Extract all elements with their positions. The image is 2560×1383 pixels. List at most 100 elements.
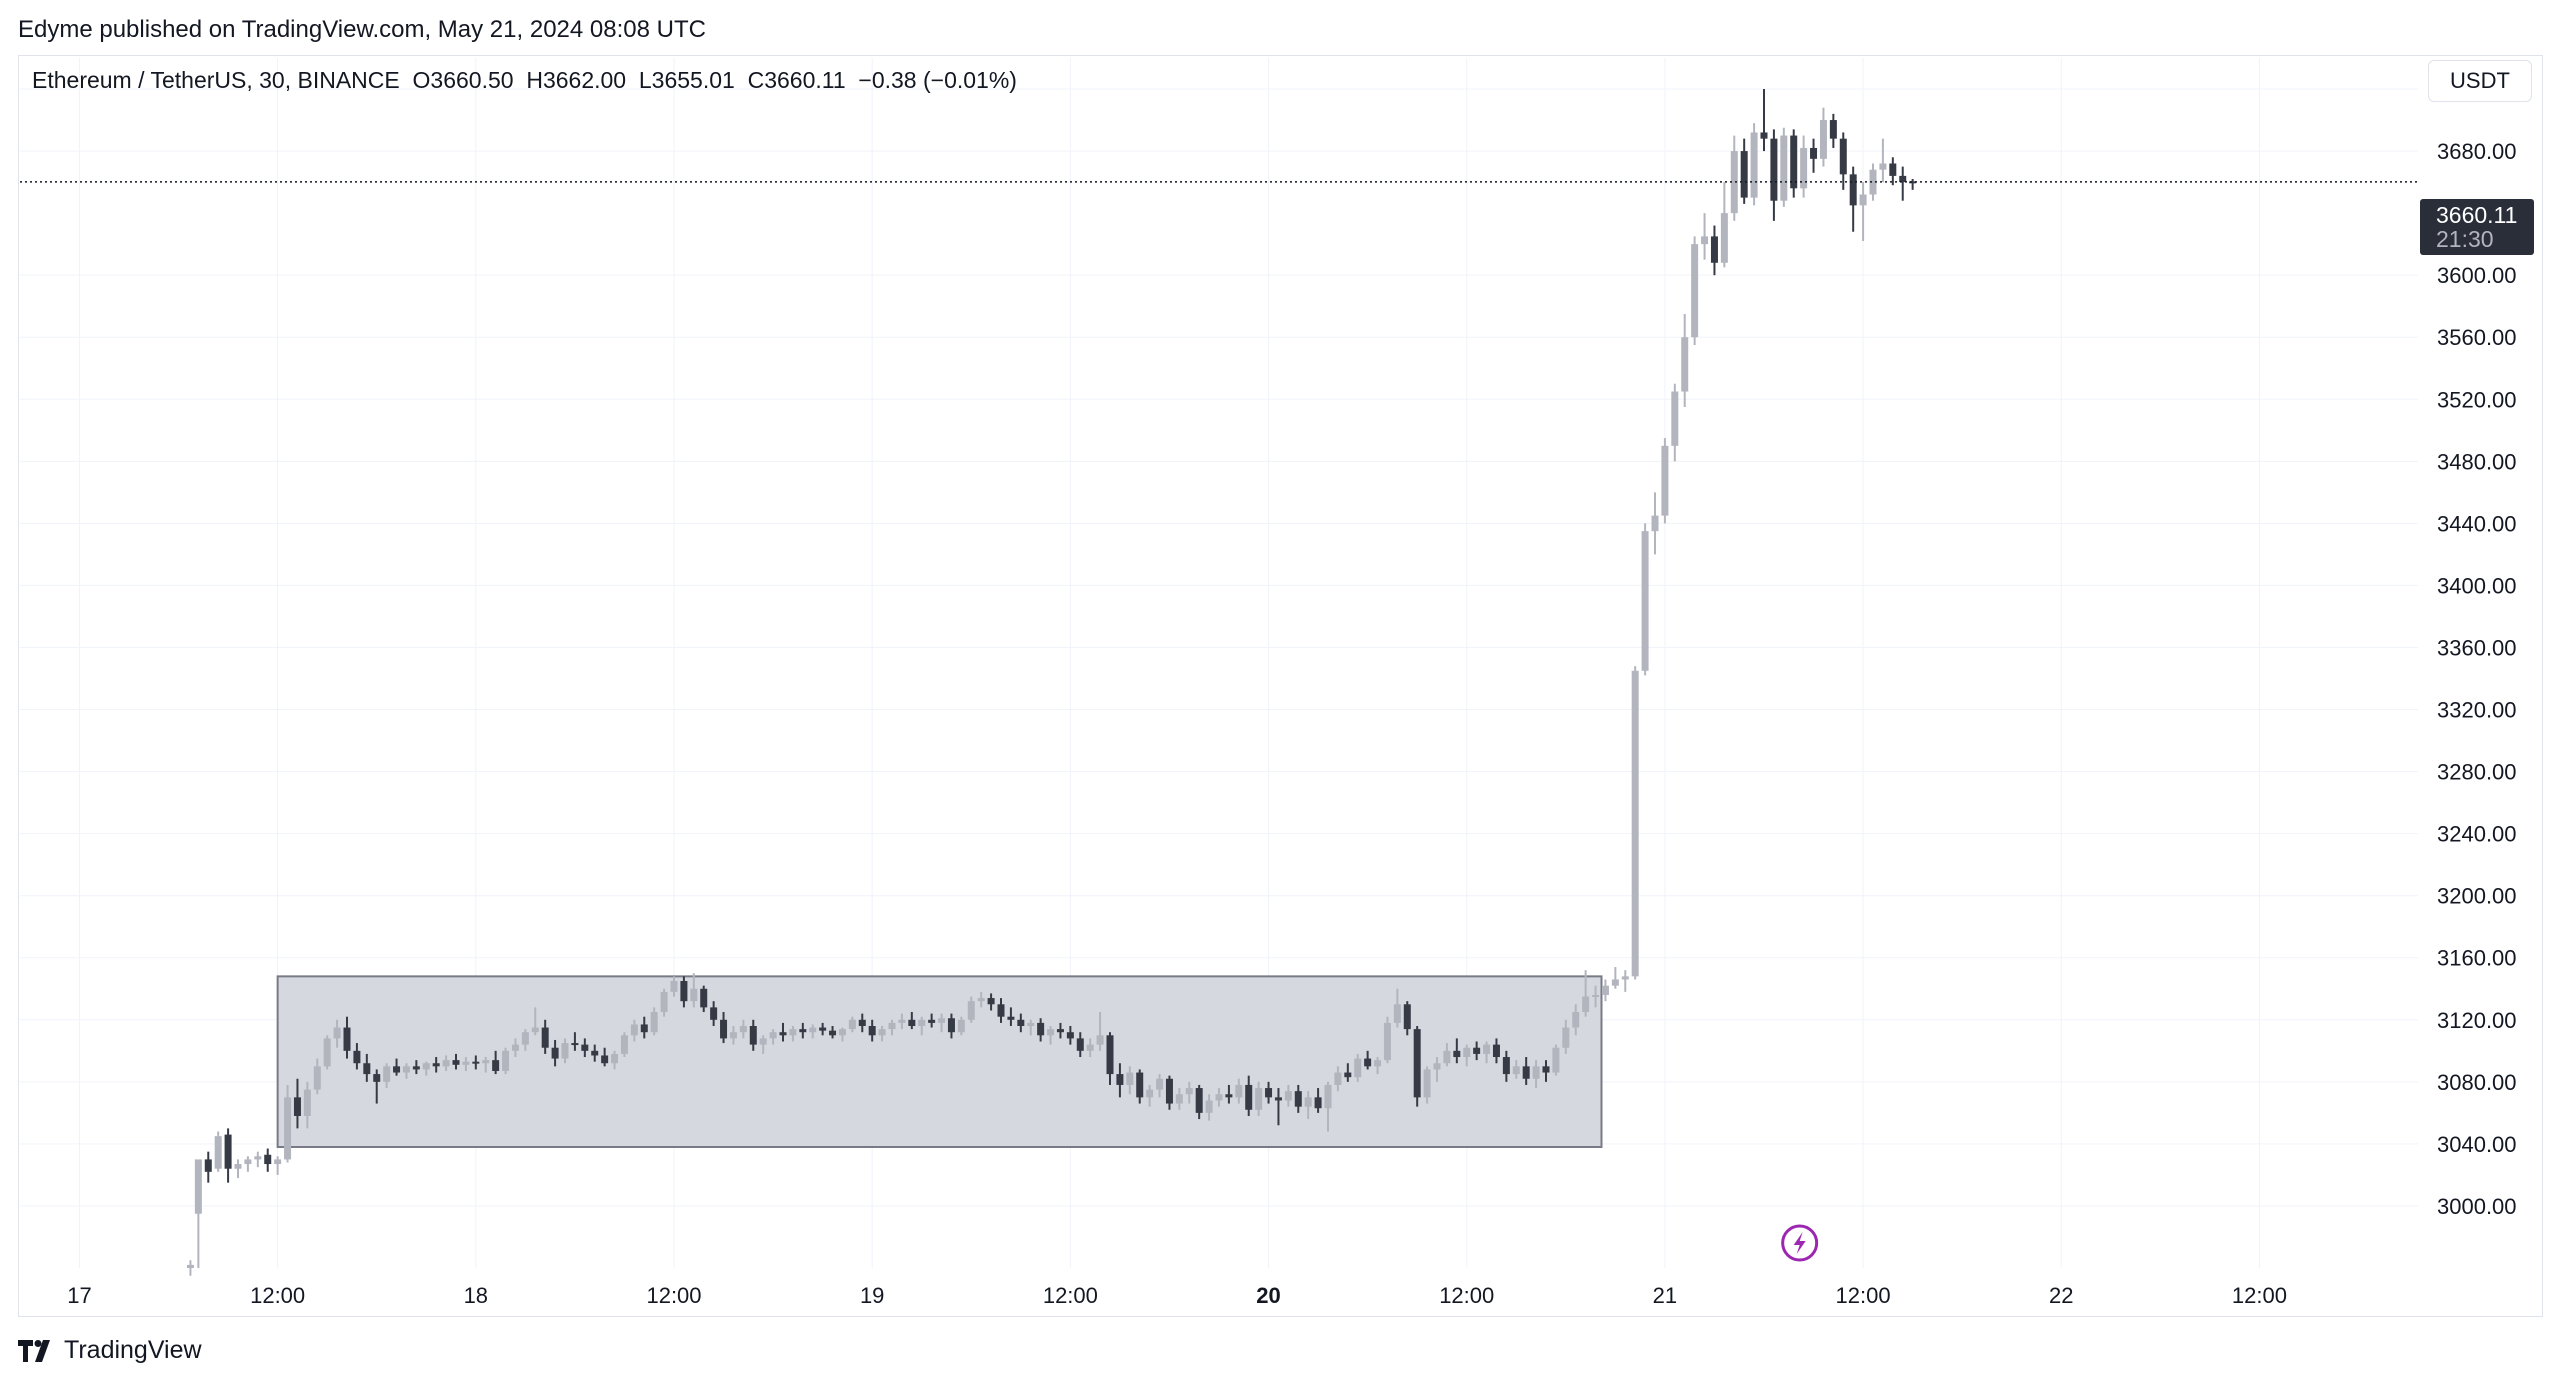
candle [1433,1057,1441,1082]
candle [1720,182,1728,268]
candle-body [1106,1035,1114,1075]
candle [581,1038,589,1058]
candle-body [1136,1072,1144,1098]
x-tick-label: 12:00 [250,1283,305,1308]
candle [729,1026,737,1045]
candle [680,976,688,1008]
candle [601,1047,609,1067]
y-tick-label: 3520.00 [2437,387,2517,412]
last-price-label: 3660.11 21:30 [2420,199,2534,255]
candle [1710,225,1718,276]
candle-body [700,988,708,1008]
candle [1235,1078,1243,1104]
candle [630,1019,638,1042]
candle-body [373,1074,381,1082]
y-tick-label: 3120.00 [2437,1008,2517,1033]
candle-body [1017,1019,1025,1026]
y-tick-label: 3240.00 [2437,822,2517,847]
candle [1334,1066,1342,1092]
candle-body [482,1060,490,1064]
candle-body [1374,1060,1382,1067]
tradingview-logo-icon [18,1339,50,1362]
candle-body [799,1029,807,1033]
candle [1532,1060,1540,1089]
candle-body [1175,1094,1183,1104]
candle-body [789,1029,797,1036]
candle [1829,113,1837,148]
candle-body [620,1035,628,1054]
candle [1076,1032,1084,1058]
x-tick-label: 22 [2049,1283,2073,1308]
candle-body [928,1019,936,1023]
candle [1740,138,1748,204]
candle [442,1055,450,1071]
candle [214,1131,222,1172]
candle-body [720,1019,728,1039]
x-tick-label: 12:00 [1836,1283,1891,1308]
candle-body [1641,531,1649,671]
candle [373,1069,381,1104]
candle [1671,383,1679,462]
candle-body [521,1032,529,1045]
candle-body [660,991,668,1013]
candle [1126,1066,1134,1095]
candle-body [502,1050,510,1071]
candle-body [571,1043,579,1046]
candle [1780,127,1788,207]
candle-body [670,981,678,992]
candle [1255,1081,1263,1116]
lightning-event-icon[interactable] [1781,1224,1819,1262]
candle [1770,129,1778,221]
currency-button[interactable]: USDT [2428,60,2532,102]
candle-body [809,1027,817,1033]
candle [1651,492,1659,555]
candle-body [1909,181,1917,184]
candle [997,998,1005,1023]
candle-body [947,1018,955,1033]
candle [383,1063,391,1089]
candle [759,1035,767,1054]
candle [898,1013,906,1030]
candle-body [957,1019,965,1033]
candle [1661,438,1669,524]
candle [234,1159,242,1179]
candle [1225,1084,1233,1104]
candle [1592,985,1600,1008]
legend-symbol: Ethereum / TetherUS, 30, BINANCE [32,67,400,93]
candle [1760,89,1768,152]
candle [809,1024,817,1039]
candle [1393,988,1401,1028]
candle [1582,970,1590,1017]
candle-body [898,1019,906,1023]
candle [1819,107,1827,167]
candle-body [1740,151,1748,198]
candle-body [1126,1072,1134,1085]
candle-body [1195,1088,1203,1113]
candle-body [868,1026,876,1036]
candle [611,1050,619,1070]
candle-body [551,1047,559,1059]
candle-body [442,1060,450,1067]
candle [571,1032,579,1051]
candle-body [313,1066,321,1090]
candle-body [1651,515,1659,532]
candle-body [214,1136,222,1169]
candle [918,1016,926,1036]
candle-body [293,1097,301,1116]
candle [1056,1022,1064,1039]
candle-body [1413,1029,1421,1098]
candle-body [1393,1004,1401,1023]
candle-body [531,1027,539,1033]
candle [343,1016,351,1059]
candle-body [938,1018,946,1023]
candle-body [303,1089,311,1116]
candle [472,1055,480,1070]
candle [462,1057,470,1071]
candle [1096,1012,1104,1051]
y-tick-label: 3280.00 [2437,760,2517,785]
candle [868,1019,876,1042]
candle-body [1314,1097,1322,1109]
tradingview-logo[interactable]: TradingView [18,1336,202,1365]
candle-body [858,1019,866,1026]
